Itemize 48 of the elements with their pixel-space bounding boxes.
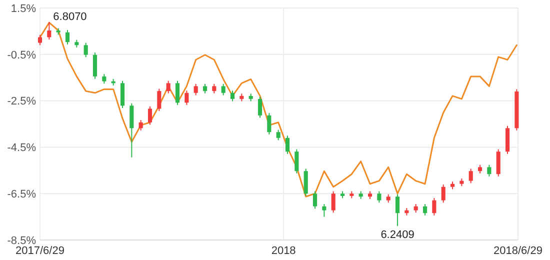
y-tick-label: -6.5% [7,188,36,200]
candlestick [157,88,162,112]
candlestick [84,42,88,58]
candlestick [377,190,382,204]
candlestick [184,90,189,106]
candlestick [422,204,428,216]
candlestick [38,34,42,46]
y-tick-label: 1.5% [10,2,36,15]
candlestick [441,184,446,204]
candlestick [194,83,198,96]
x-tick-label: 2018 [271,245,296,257]
candlestick [258,96,262,118]
y-tick-label: -2.5% [7,96,36,108]
candlestick [432,198,436,216]
candlestick [230,90,235,102]
candlestick [276,129,280,141]
y-tick-label: -0.5% [7,49,36,62]
candlestick [202,83,208,94]
candlestick [65,30,70,45]
annotation: 6.2409 [380,229,414,242]
candlestick [331,190,336,214]
candlestick [92,52,98,80]
candlestick [138,120,143,131]
candlestick [102,74,106,84]
candlestick [130,102,134,158]
candlestick [47,21,52,40]
annotation: 6.8070 [53,10,87,23]
candlestick [505,125,510,154]
candlestick [221,83,226,96]
candlestick [496,148,500,177]
candlestick [294,148,299,174]
candlestick [120,80,125,108]
candlestick [175,80,180,106]
candlestick [487,164,492,177]
candlestick [285,135,290,154]
candlestick [395,194,400,227]
x-tick-label: 2018/6/29 [494,245,542,257]
candlestick [304,168,308,196]
candlestick [212,83,216,94]
candlestick [322,204,326,218]
y-tick-label: -4.5% [7,142,36,154]
candlestick [312,190,318,210]
y-tick-label: -8.5% [7,234,36,247]
candlestick [468,168,473,184]
candlestick [166,80,170,94]
candlestick [267,112,272,135]
candlestick [148,106,152,126]
x-tick-label: 2017/6/29 [16,245,64,257]
